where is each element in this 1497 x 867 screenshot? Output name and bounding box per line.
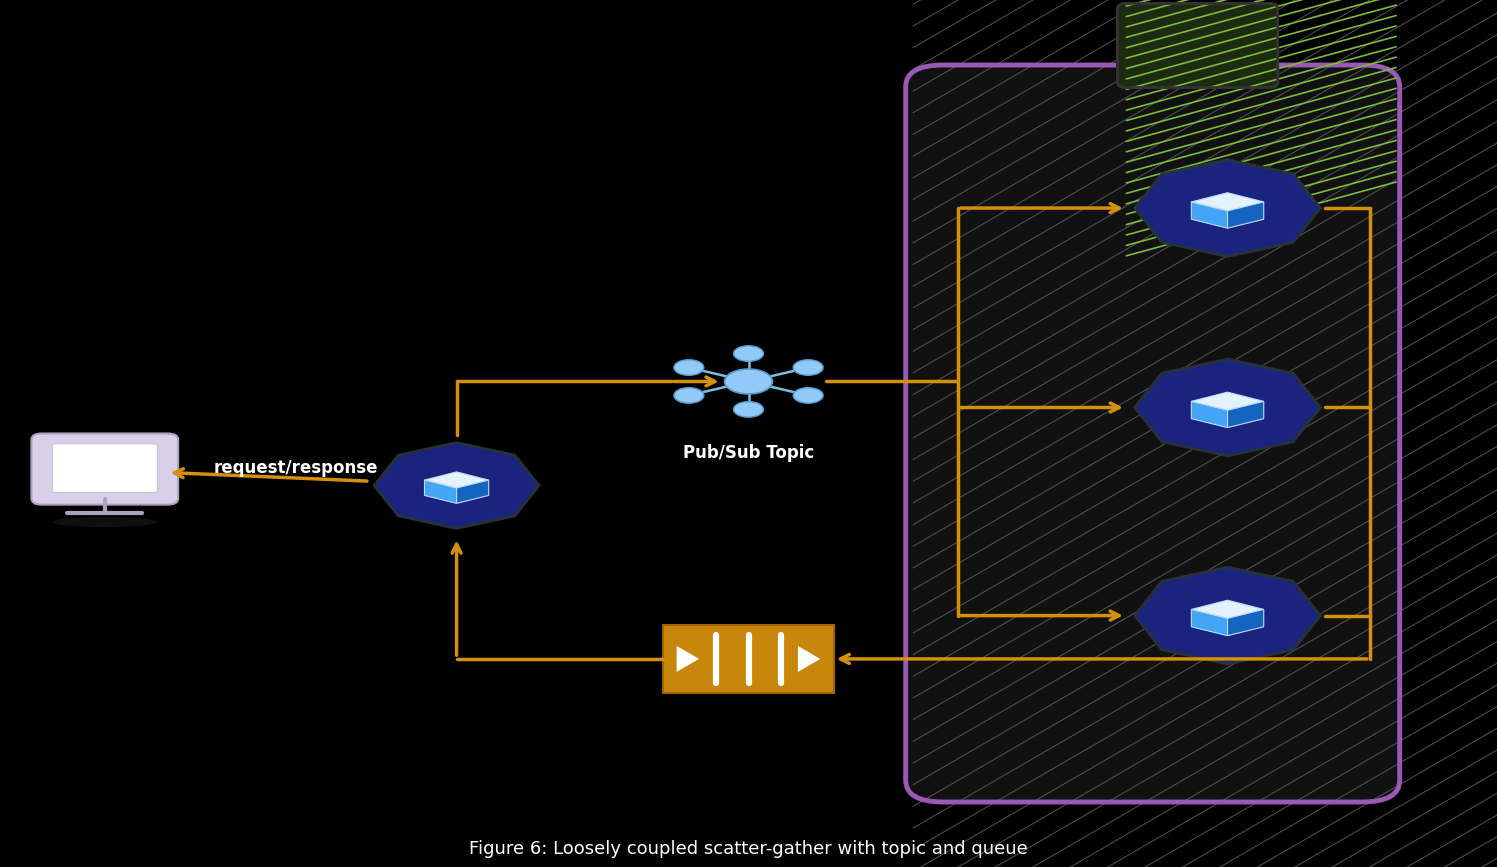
Ellipse shape: [793, 388, 823, 403]
FancyBboxPatch shape: [31, 434, 178, 505]
Ellipse shape: [734, 401, 763, 417]
Polygon shape: [1192, 392, 1263, 410]
Polygon shape: [1228, 610, 1263, 636]
Polygon shape: [1135, 567, 1320, 664]
Text: Pub/Sub Topic: Pub/Sub Topic: [683, 444, 814, 462]
FancyBboxPatch shape: [52, 444, 157, 492]
Polygon shape: [1228, 202, 1263, 228]
Ellipse shape: [674, 388, 704, 403]
Ellipse shape: [52, 517, 157, 527]
FancyBboxPatch shape: [906, 65, 1400, 802]
Polygon shape: [1192, 610, 1228, 636]
Text: request/response: request/response: [214, 459, 377, 477]
FancyBboxPatch shape: [1118, 3, 1278, 88]
Ellipse shape: [674, 360, 704, 375]
Polygon shape: [374, 443, 539, 529]
Polygon shape: [1192, 202, 1228, 228]
Polygon shape: [425, 480, 457, 504]
Ellipse shape: [734, 346, 763, 362]
FancyBboxPatch shape: [663, 624, 834, 694]
Ellipse shape: [725, 369, 772, 394]
Polygon shape: [1192, 600, 1263, 618]
Polygon shape: [457, 480, 488, 504]
Polygon shape: [1192, 192, 1263, 211]
Polygon shape: [677, 646, 699, 672]
Polygon shape: [1135, 160, 1320, 257]
Polygon shape: [1135, 359, 1320, 456]
Polygon shape: [425, 472, 488, 488]
Ellipse shape: [793, 360, 823, 375]
Polygon shape: [798, 646, 820, 672]
Text: Figure 6: Loosely coupled scatter-gather with topic and queue: Figure 6: Loosely coupled scatter-gather…: [469, 840, 1028, 858]
Polygon shape: [1192, 401, 1228, 427]
Polygon shape: [1228, 401, 1263, 427]
